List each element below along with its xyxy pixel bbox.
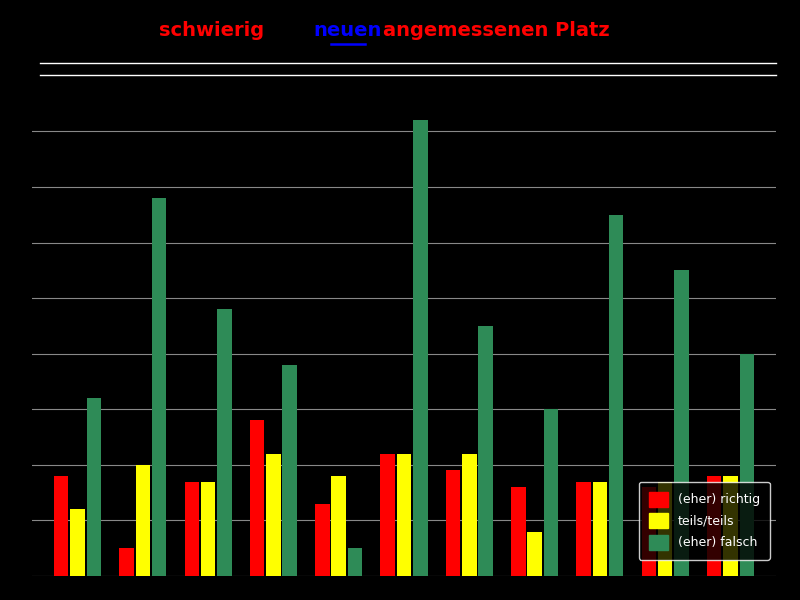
Bar [201,482,215,576]
Bar [217,309,231,576]
Bar [397,454,411,576]
Text: neuen: neuen [314,21,382,40]
Bar [577,482,591,576]
Bar [462,454,477,576]
Bar [609,215,623,576]
Bar [674,271,689,576]
Bar [70,509,85,576]
Bar [544,409,558,576]
Bar [152,198,166,576]
Bar [54,476,68,576]
Text: schwierig: schwierig [159,21,265,40]
Bar [348,548,362,576]
Bar [511,487,526,576]
Bar [593,482,607,576]
Text: angemessenen Platz: angemessenen Platz [382,21,610,40]
Bar [658,482,673,576]
Bar [446,470,460,576]
Bar [642,487,656,576]
Bar [86,398,101,576]
Bar [413,121,427,576]
Bar [119,548,134,576]
Bar [723,476,738,576]
Bar [707,476,722,576]
Bar [266,454,281,576]
Bar [185,482,199,576]
Bar [250,421,264,576]
Bar [331,476,346,576]
Bar [135,465,150,576]
Bar [478,326,493,576]
Bar [527,532,542,576]
Bar [740,354,754,576]
Bar [282,365,297,576]
Bar [315,504,330,576]
Legend: (eher) richtig, teils/teils, (eher) falsch: (eher) richtig, teils/teils, (eher) fals… [639,482,770,560]
Bar [381,454,395,576]
